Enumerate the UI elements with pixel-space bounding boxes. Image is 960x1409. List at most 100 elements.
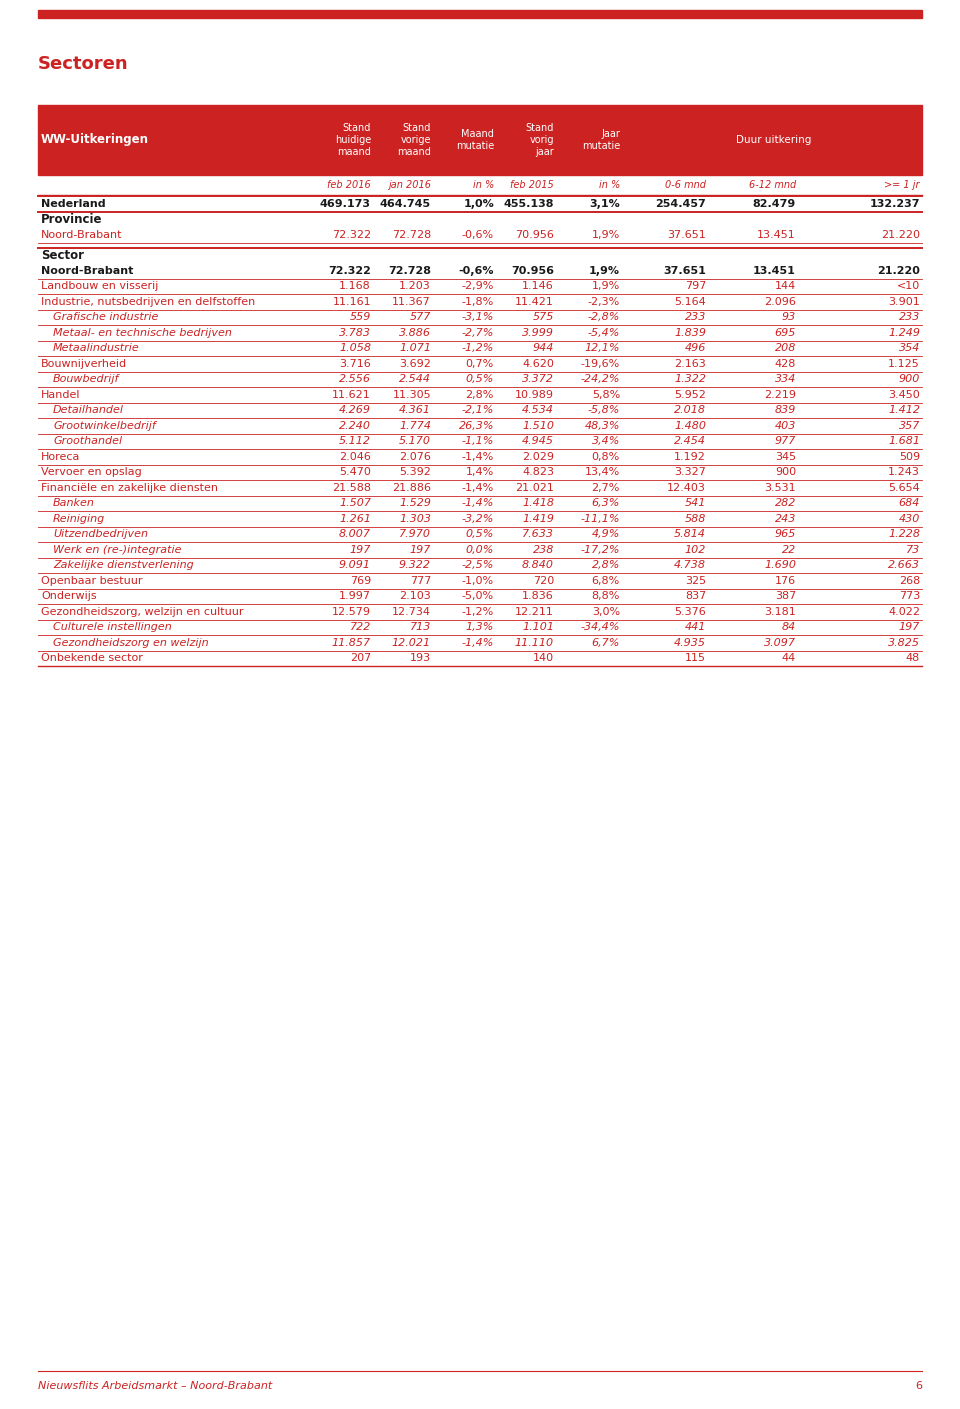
- Text: 2.240: 2.240: [339, 421, 371, 431]
- Bar: [38, 106, 922, 175]
- Text: 1.510: 1.510: [522, 421, 554, 431]
- Text: 197: 197: [899, 623, 920, 633]
- Text: 325: 325: [684, 576, 706, 586]
- Text: 1.690: 1.690: [764, 561, 796, 571]
- Text: 254.457: 254.457: [656, 199, 706, 209]
- Text: 2,8%: 2,8%: [591, 561, 620, 571]
- Text: 6-12 mnd: 6-12 mnd: [749, 180, 796, 190]
- Text: 12.579: 12.579: [332, 607, 371, 617]
- Text: in %: in %: [599, 180, 620, 190]
- Text: 4.534: 4.534: [522, 406, 554, 416]
- Text: 12.021: 12.021: [392, 638, 431, 648]
- Text: 387: 387: [775, 592, 796, 602]
- Text: Openbaar bestuur: Openbaar bestuur: [41, 576, 142, 586]
- Text: 1.228: 1.228: [888, 530, 920, 540]
- Text: 21.220: 21.220: [877, 266, 920, 276]
- Text: 1.071: 1.071: [399, 344, 431, 354]
- Text: 3.327: 3.327: [674, 468, 706, 478]
- Text: 233: 233: [899, 313, 920, 323]
- Text: 72.728: 72.728: [388, 266, 431, 276]
- Text: -1,1%: -1,1%: [462, 437, 494, 447]
- Text: Maand
mutatie: Maand mutatie: [456, 130, 494, 151]
- Text: 3.450: 3.450: [888, 390, 920, 400]
- Text: 9.091: 9.091: [339, 561, 371, 571]
- Text: 208: 208: [775, 344, 796, 354]
- Text: -3,1%: -3,1%: [462, 313, 494, 323]
- Text: 21.588: 21.588: [332, 483, 371, 493]
- Text: 11.621: 11.621: [332, 390, 371, 400]
- Text: 1,9%: 1,9%: [591, 282, 620, 292]
- Text: -1,0%: -1,0%: [462, 576, 494, 586]
- Text: -1,4%: -1,4%: [462, 483, 494, 493]
- Text: 207: 207: [349, 654, 371, 664]
- Text: 509: 509: [899, 452, 920, 462]
- Text: Uitzendbedrijven: Uitzendbedrijven: [53, 530, 148, 540]
- Text: 684: 684: [899, 499, 920, 509]
- Text: 4.361: 4.361: [399, 406, 431, 416]
- Text: 26,3%: 26,3%: [459, 421, 494, 431]
- Text: 455.138: 455.138: [503, 199, 554, 209]
- Text: Noord-Brabant: Noord-Brabant: [41, 230, 123, 240]
- Text: 0,8%: 0,8%: [591, 452, 620, 462]
- Text: 2.163: 2.163: [674, 359, 706, 369]
- Text: 5.654: 5.654: [888, 483, 920, 493]
- Text: 0-6 mnd: 0-6 mnd: [665, 180, 706, 190]
- Text: 3,4%: 3,4%: [591, 437, 620, 447]
- Text: -1,4%: -1,4%: [462, 499, 494, 509]
- Text: 7.970: 7.970: [399, 530, 431, 540]
- Text: 4.738: 4.738: [674, 561, 706, 571]
- Text: Horeca: Horeca: [41, 452, 81, 462]
- Text: Handel: Handel: [41, 390, 81, 400]
- Text: 12.211: 12.211: [516, 607, 554, 617]
- Text: 11.305: 11.305: [393, 390, 431, 400]
- Text: 243: 243: [775, 514, 796, 524]
- Text: Culturele instellingen: Culturele instellingen: [53, 623, 172, 633]
- Text: 8.007: 8.007: [339, 530, 371, 540]
- Text: 13.451: 13.451: [754, 266, 796, 276]
- Text: 6,8%: 6,8%: [591, 576, 620, 586]
- Text: 464.745: 464.745: [380, 199, 431, 209]
- Text: 403: 403: [775, 421, 796, 431]
- Text: 2.029: 2.029: [522, 452, 554, 462]
- Text: 268: 268: [899, 576, 920, 586]
- Text: 430: 430: [899, 514, 920, 524]
- Text: -2,9%: -2,9%: [462, 282, 494, 292]
- Text: 1,4%: 1,4%: [466, 468, 494, 478]
- Text: 5.392: 5.392: [399, 468, 431, 478]
- Text: 4.022: 4.022: [888, 607, 920, 617]
- Text: -11,1%: -11,1%: [581, 514, 620, 524]
- Text: 11.161: 11.161: [332, 297, 371, 307]
- Text: -1,4%: -1,4%: [462, 638, 494, 648]
- Text: 2.018: 2.018: [674, 406, 706, 416]
- Text: 1.529: 1.529: [399, 499, 431, 509]
- Text: 12,1%: 12,1%: [585, 344, 620, 354]
- Text: -1,4%: -1,4%: [462, 452, 494, 462]
- Text: Reiniging: Reiniging: [53, 514, 106, 524]
- Text: 797: 797: [684, 282, 706, 292]
- Text: 5.952: 5.952: [674, 390, 706, 400]
- Text: 10.989: 10.989: [515, 390, 554, 400]
- Text: 6,3%: 6,3%: [591, 499, 620, 509]
- Text: 773: 773: [899, 592, 920, 602]
- Text: Bouwnijverheid: Bouwnijverheid: [41, 359, 127, 369]
- Text: 334: 334: [775, 375, 796, 385]
- Text: 345: 345: [775, 452, 796, 462]
- Text: Werk en (re-)integratie: Werk en (re-)integratie: [53, 545, 181, 555]
- Text: 900: 900: [899, 375, 920, 385]
- Text: >= 1 jr: >= 1 jr: [884, 180, 920, 190]
- Text: 1.774: 1.774: [399, 421, 431, 431]
- Text: 5.814: 5.814: [674, 530, 706, 540]
- Text: Onbekende sector: Onbekende sector: [41, 654, 143, 664]
- Text: Sectoren: Sectoren: [38, 55, 129, 73]
- Text: Duur uitkering: Duur uitkering: [735, 135, 811, 145]
- Text: 1.203: 1.203: [399, 282, 431, 292]
- Text: 3.783: 3.783: [339, 328, 371, 338]
- Text: 115: 115: [685, 654, 706, 664]
- Text: -1,8%: -1,8%: [462, 297, 494, 307]
- Text: 9.322: 9.322: [399, 561, 431, 571]
- Text: -34,4%: -34,4%: [581, 623, 620, 633]
- Text: 2.663: 2.663: [888, 561, 920, 571]
- Text: 132.237: 132.237: [870, 199, 920, 209]
- Text: Gezondheidszorg, welzijn en cultuur: Gezondheidszorg, welzijn en cultuur: [41, 607, 244, 617]
- Text: -2,8%: -2,8%: [588, 313, 620, 323]
